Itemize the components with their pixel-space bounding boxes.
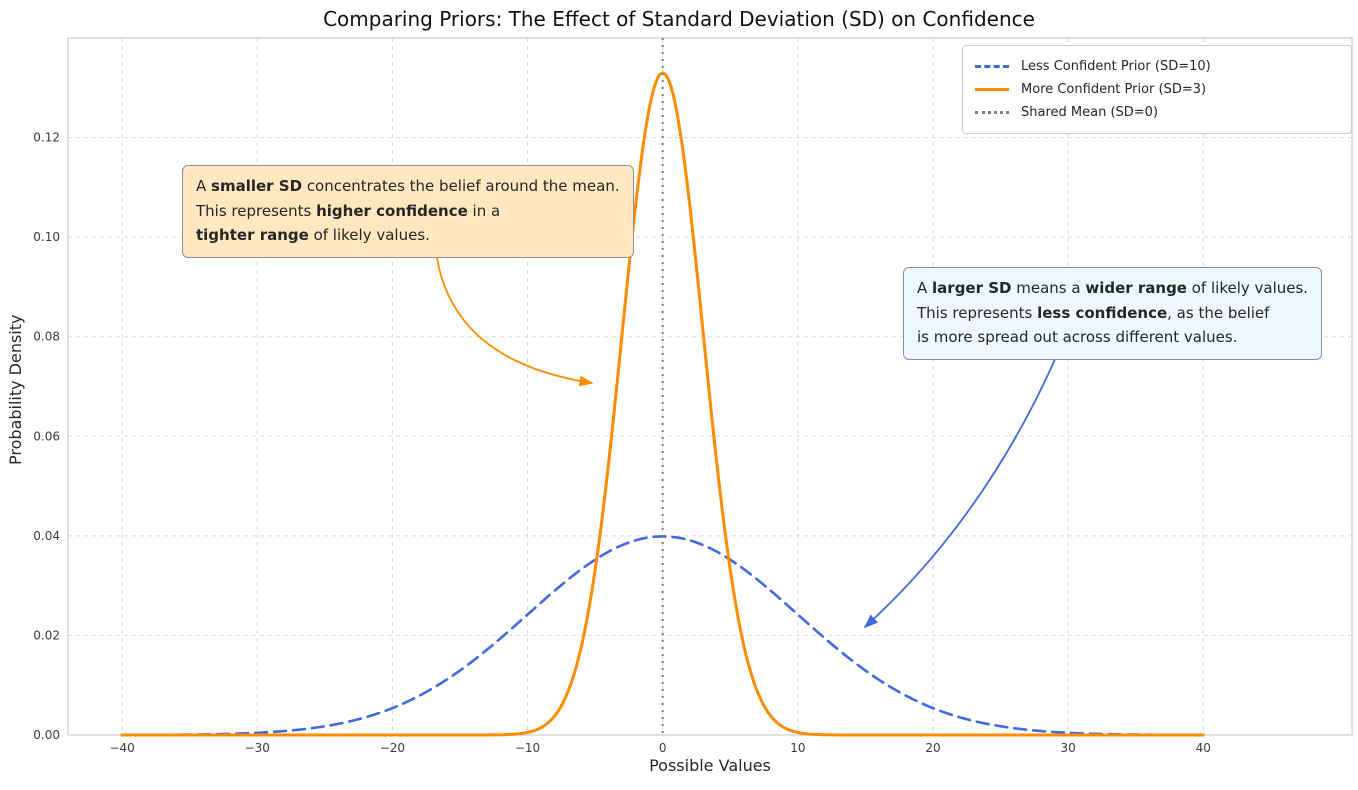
legend: Less Confident Prior (SD=10) More Confid… — [962, 45, 1352, 134]
y-tick-labels: 0.00 0.02 0.04 0.06 0.08 0.10 0.12 — [33, 131, 60, 742]
svg-text:0.06: 0.06 — [33, 429, 60, 443]
legend-entry-less-confident: Less Confident Prior (SD=10) — [975, 55, 1339, 78]
annotation-arrow-smaller-sd — [436, 257, 594, 387]
svg-text:−10: −10 — [515, 741, 540, 755]
svg-text:−30: −30 — [245, 741, 270, 755]
svg-text:−40: −40 — [109, 741, 134, 755]
annotation-line: A larger SD means a wider range of likel… — [917, 279, 1309, 297]
axes-frame — [67, 37, 1353, 736]
svg-text:0.04: 0.04 — [33, 529, 60, 543]
chart-title: Comparing Priors: The Effect of Standard… — [323, 7, 1035, 31]
svg-text:40: 40 — [1196, 741, 1211, 755]
svg-text:−20: −20 — [380, 741, 405, 755]
legend-label: Less Confident Prior (SD=10) — [1021, 59, 1211, 74]
svg-text:10: 10 — [790, 741, 805, 755]
svg-text:0: 0 — [659, 741, 667, 755]
svg-text:0.10: 0.10 — [33, 230, 60, 244]
curve-sd3 — [120, 71, 1205, 737]
annotation-line: is more spread out across different valu… — [917, 328, 1238, 347]
svg-text:30: 30 — [1061, 741, 1076, 755]
svg-text:0.00: 0.00 — [33, 728, 60, 742]
svg-text:0.02: 0.02 — [33, 628, 60, 642]
annotation-line: A smaller SD concentrates the belief aro… — [196, 177, 620, 195]
y-axis-label: Probability Density — [6, 314, 25, 466]
dashed-line-sample-icon — [975, 65, 1009, 68]
x-axis-label: Possible Values — [649, 756, 771, 775]
legend-label: Shared Mean (SD=0) — [1021, 105, 1159, 120]
svg-text:20: 20 — [925, 741, 940, 755]
x-tick-labels: −40 −30 −20 −10 0 10 20 30 40 — [109, 741, 1211, 755]
annotation-arrow-larger-sd — [863, 347, 1061, 629]
legend-label: More Confident Prior (SD=3) — [1021, 82, 1207, 97]
annotation-smaller-sd: A smaller SD concentrates the belief aro… — [182, 165, 634, 258]
annotation-line: tighter range of likely values. — [196, 226, 430, 245]
dotted-line-sample-icon — [975, 111, 1009, 114]
annotation-line: This represents less confidence, as the … — [917, 303, 1270, 322]
solid-line-sample-icon — [975, 88, 1009, 91]
svg-text:0.08: 0.08 — [33, 330, 60, 344]
legend-entry-more-confident: More Confident Prior (SD=3) — [975, 78, 1339, 101]
legend-entry-shared-mean: Shared Mean (SD=0) — [975, 101, 1339, 124]
svg-text:0.12: 0.12 — [33, 131, 60, 145]
annotation-line: This represents higher confidence in a — [196, 201, 501, 220]
annotation-larger-sd: A larger SD means a wider range of likel… — [903, 267, 1323, 360]
